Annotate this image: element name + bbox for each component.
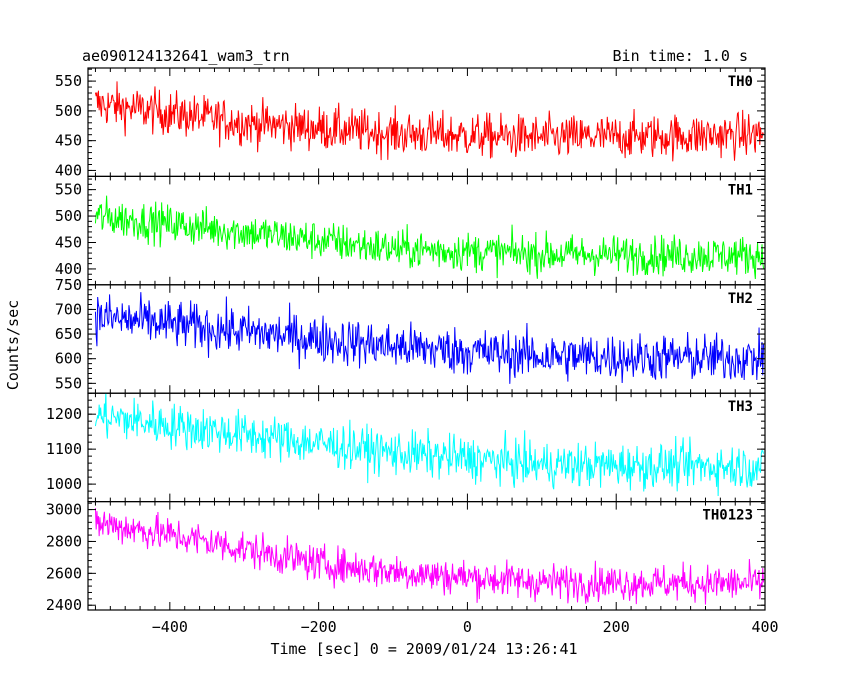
y-tick-label: 550 — [55, 181, 82, 199]
x-axis-label: Time [sec] 0 = 2009/01/24 13:26:41 — [270, 640, 577, 658]
panel-frame — [87, 501, 766, 611]
y-axis-label: Counts/sec — [4, 300, 22, 390]
y-tick-label: 2800 — [46, 532, 82, 550]
series-line-th1 — [94, 195, 765, 280]
y-tick-label: 450 — [55, 233, 82, 251]
y-tick-label: 750 — [55, 276, 82, 294]
series-line-th0 — [94, 81, 764, 162]
y-tick-label: 1200 — [46, 405, 82, 423]
y-tick-label: 550 — [55, 374, 82, 392]
y-tick-label: 400 — [55, 161, 82, 179]
y-tick-label: 650 — [55, 325, 82, 343]
y-tick-label: 2400 — [46, 596, 82, 614]
y-tick-label: 3000 — [46, 501, 82, 519]
y-tick-label: 1100 — [46, 440, 82, 458]
bin-time-label: Bin time: 1.0 s — [613, 47, 748, 65]
y-tick-label: 550 — [55, 72, 82, 90]
panel-label-th0: TH0 — [728, 74, 753, 90]
y-tick-label: 450 — [55, 132, 82, 150]
chart-title: ae090124132641_wam3_trn — [82, 47, 290, 65]
panel-label-th1: TH1 — [728, 182, 753, 198]
y-tick-label: 700 — [55, 300, 82, 318]
panel-label-th2: TH2 — [728, 291, 753, 307]
x-tick-label: 0 — [463, 618, 472, 636]
y-tick-label: 1000 — [46, 475, 82, 493]
series-line-th2 — [94, 292, 765, 384]
y-tick-label: 500 — [55, 207, 82, 225]
x-tick-label: −200 — [301, 618, 337, 636]
series-line-th0123 — [94, 508, 765, 605]
y-tick-label: 500 — [55, 102, 82, 120]
x-tick-label: −400 — [152, 618, 188, 636]
y-tick-label: 400 — [55, 260, 82, 278]
x-tick-label: 200 — [603, 618, 630, 636]
y-tick-label: 2600 — [46, 564, 82, 582]
y-tick-label: 600 — [55, 350, 82, 368]
panel-frame — [87, 392, 766, 503]
panel-label-th3: TH3 — [728, 399, 753, 415]
panel-label-th0123: TH0123 — [702, 508, 753, 524]
panels-group: 400 450 500 550 TH0 400 450 500 550 TH1 550 600 650 7… — [46, 67, 779, 636]
series-line-th3 — [94, 393, 764, 496]
x-tick-label: 400 — [751, 618, 778, 636]
